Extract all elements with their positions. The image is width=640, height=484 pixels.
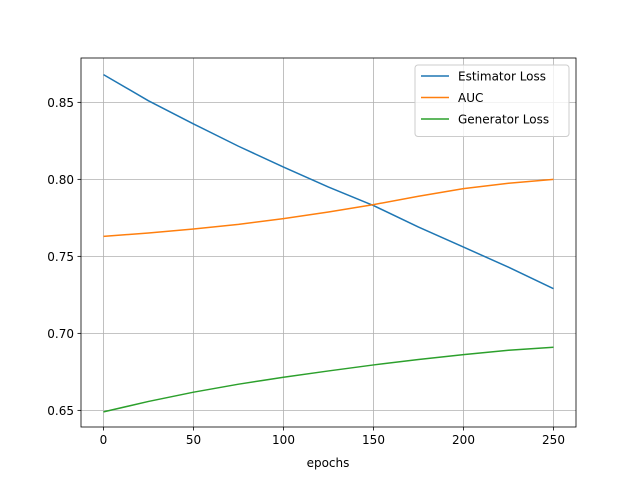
y-tick-label: 0.65 [47,404,74,418]
series-line-auc [103,178,554,238]
legend-label: AUC [458,91,483,105]
x-tick-label: 50 [186,433,201,447]
legend-box [414,64,570,137]
legend-label: Generator Loss [458,113,549,127]
legend-label: Estimator Loss [458,70,546,84]
legend: Estimator Loss AUC Generator Loss [414,64,570,137]
series-lines [103,73,554,413]
x-tick-label: 150 [362,433,385,447]
x-tick-label: 100 [272,433,295,447]
y-tick-label: 0.80 [47,173,74,187]
x-tick-label: 250 [542,433,565,447]
x-axis-label: epochs [307,456,350,470]
tick-labels: 0 50 100 150 200 250 0.65 0.70 0.75 0.80 0.85 [47,96,565,447]
x-tick-label: 0 [100,433,108,447]
series-line-generator-loss [103,346,554,413]
series-line-estimator-loss [103,73,554,290]
plot-frame [80,57,577,428]
y-tick-label: 0.85 [47,96,74,110]
x-tick-label: 200 [452,433,475,447]
y-tick-label: 0.75 [47,250,74,264]
axes [77,57,577,431]
y-tick-label: 0.70 [47,327,74,341]
